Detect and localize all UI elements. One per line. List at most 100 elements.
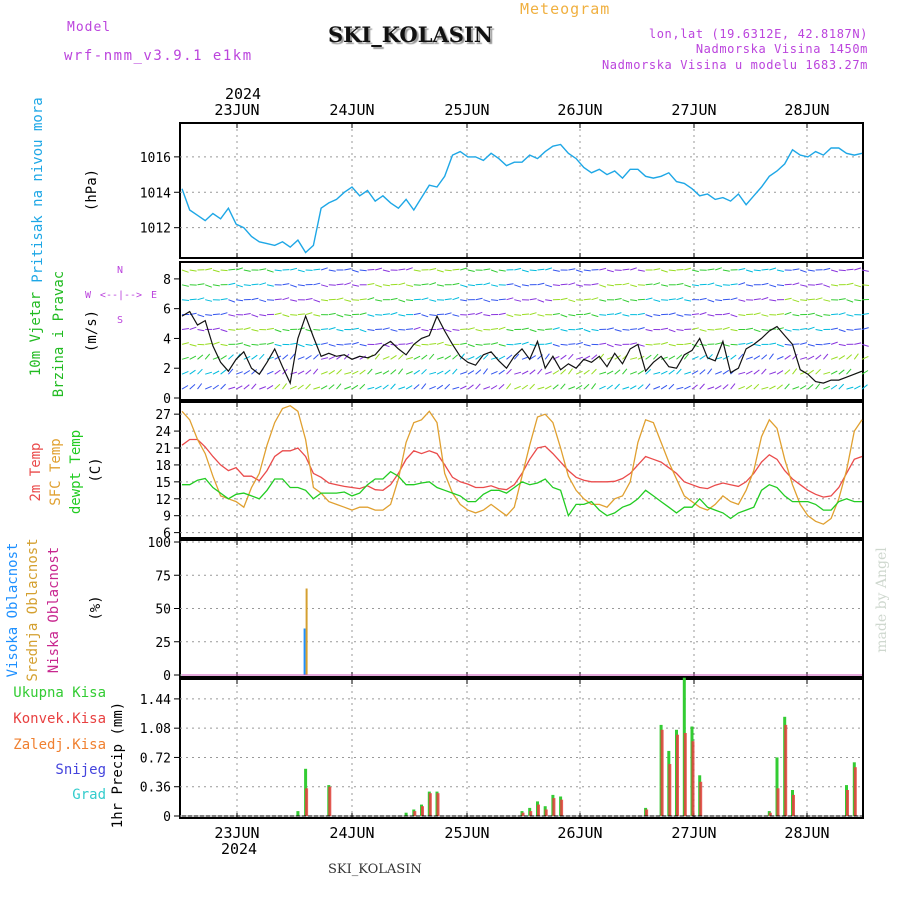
wind-arrow bbox=[684, 267, 692, 271]
wind-arrow bbox=[784, 283, 792, 286]
wind-arrow bbox=[421, 343, 429, 346]
wind-arrow bbox=[204, 353, 211, 360]
wind-arrow bbox=[382, 269, 390, 273]
wind-arrow bbox=[746, 313, 754, 316]
wind-arrow bbox=[375, 342, 383, 345]
wind-arrow bbox=[529, 383, 535, 390]
wind-arrow bbox=[591, 314, 599, 318]
day-label-top: 26JUN bbox=[557, 101, 602, 119]
wind-arrow bbox=[313, 314, 321, 317]
wind-arrow bbox=[529, 355, 536, 360]
wind-speed-line bbox=[181, 310, 863, 386]
wind-arrow bbox=[359, 312, 367, 316]
wind-arrow bbox=[637, 384, 644, 390]
wind-arrow bbox=[854, 267, 862, 271]
wind-arrow bbox=[861, 343, 869, 347]
wind-arrow bbox=[761, 268, 769, 271]
wind-arrow bbox=[181, 385, 189, 390]
wind-arrow bbox=[800, 284, 808, 287]
wind-arrow bbox=[243, 327, 251, 330]
wind-arrow bbox=[444, 343, 452, 347]
wind-arrow bbox=[529, 312, 537, 316]
wind-arrow bbox=[498, 298, 506, 301]
conv-precip-bar bbox=[668, 764, 672, 816]
wind-arrow bbox=[753, 343, 761, 347]
wind-arrow bbox=[421, 297, 429, 301]
wind-arrow bbox=[521, 313, 530, 316]
precip-legend-2: Zaledj.Kisa bbox=[13, 737, 106, 753]
wind-arrow bbox=[475, 343, 483, 346]
year-top: 2024 bbox=[225, 85, 261, 103]
wind-arrow bbox=[290, 314, 298, 316]
day-label-top: 25JUN bbox=[444, 101, 489, 119]
wind-arrow bbox=[823, 353, 829, 360]
wind-arrow bbox=[482, 368, 489, 375]
wind-arrow bbox=[699, 354, 706, 360]
wind-arrow bbox=[583, 329, 591, 333]
wind-arrow bbox=[761, 368, 767, 375]
wind-arrow bbox=[259, 343, 267, 345]
day-label-top: 27JUN bbox=[671, 101, 716, 119]
wind-arrow bbox=[444, 329, 452, 333]
wind-arrow bbox=[498, 343, 506, 347]
wind-arrow bbox=[259, 314, 267, 317]
wind-arrow bbox=[684, 314, 692, 316]
wind-arrow bbox=[452, 268, 460, 271]
wind-arrow bbox=[807, 343, 815, 347]
wind-arrow bbox=[552, 313, 560, 316]
wind-arrow bbox=[382, 356, 390, 360]
wind-arrow bbox=[467, 343, 475, 348]
wind-arrow bbox=[576, 299, 584, 301]
wind-arrow bbox=[769, 385, 776, 390]
wind-arrow bbox=[753, 369, 760, 375]
wind-arrow bbox=[405, 284, 414, 287]
wind-arrow bbox=[738, 268, 746, 271]
wind-arrow bbox=[413, 343, 421, 347]
wind-arrow bbox=[560, 354, 567, 360]
precip-axis-label: 1hr Precip (mm) bbox=[110, 702, 126, 828]
wind-arrow bbox=[514, 299, 522, 302]
wind-arrow bbox=[375, 267, 383, 271]
wind-arrow bbox=[320, 284, 329, 288]
wind-arrow bbox=[181, 328, 189, 330]
wind-arrow bbox=[691, 327, 699, 330]
conv-precip-bar bbox=[792, 794, 795, 816]
wind-arrow bbox=[297, 384, 304, 390]
conv-precip-bar bbox=[428, 793, 432, 816]
wind-arrow bbox=[320, 357, 329, 360]
wind-arrow bbox=[784, 354, 791, 360]
wind-arrow bbox=[490, 385, 498, 390]
wind-arrow bbox=[181, 370, 189, 375]
wind-arrow bbox=[429, 371, 437, 375]
wind-arrow bbox=[205, 267, 213, 271]
wind-arrow bbox=[699, 329, 707, 332]
wind-arrow bbox=[429, 268, 437, 271]
wind-arrow bbox=[266, 384, 274, 390]
wind-arrow bbox=[290, 342, 298, 345]
wind-arrow bbox=[668, 298, 676, 301]
wind-arrow bbox=[660, 370, 668, 375]
wind-arrow bbox=[575, 284, 584, 287]
wind-arrow bbox=[313, 386, 321, 390]
wind-arrow bbox=[344, 299, 352, 302]
wind-arrow bbox=[622, 386, 630, 390]
wind-arrow bbox=[305, 343, 313, 346]
wind-arrow bbox=[699, 312, 707, 316]
wind-arrow bbox=[830, 269, 838, 273]
wind-arrow bbox=[321, 328, 329, 330]
wind-arrow bbox=[490, 370, 498, 375]
wind-arrow bbox=[745, 356, 753, 360]
y-tick-label: 1.08 bbox=[140, 722, 171, 737]
wind-arrow bbox=[490, 269, 498, 273]
pressure-axis-label: Pritisak na nivou mora bbox=[30, 97, 46, 282]
wind-arrow bbox=[359, 269, 367, 272]
wind-arrow bbox=[568, 343, 576, 345]
wind-arrow bbox=[220, 355, 227, 360]
model-name: wrf-nmm_v3.9.1 e1km bbox=[64, 48, 253, 64]
wind-arrow bbox=[560, 329, 568, 332]
wind-arrow bbox=[738, 282, 746, 286]
wind-arrow bbox=[328, 312, 336, 316]
wind-arrow bbox=[220, 343, 228, 347]
wind-arrow bbox=[761, 329, 769, 331]
wind-arrow bbox=[282, 354, 289, 360]
